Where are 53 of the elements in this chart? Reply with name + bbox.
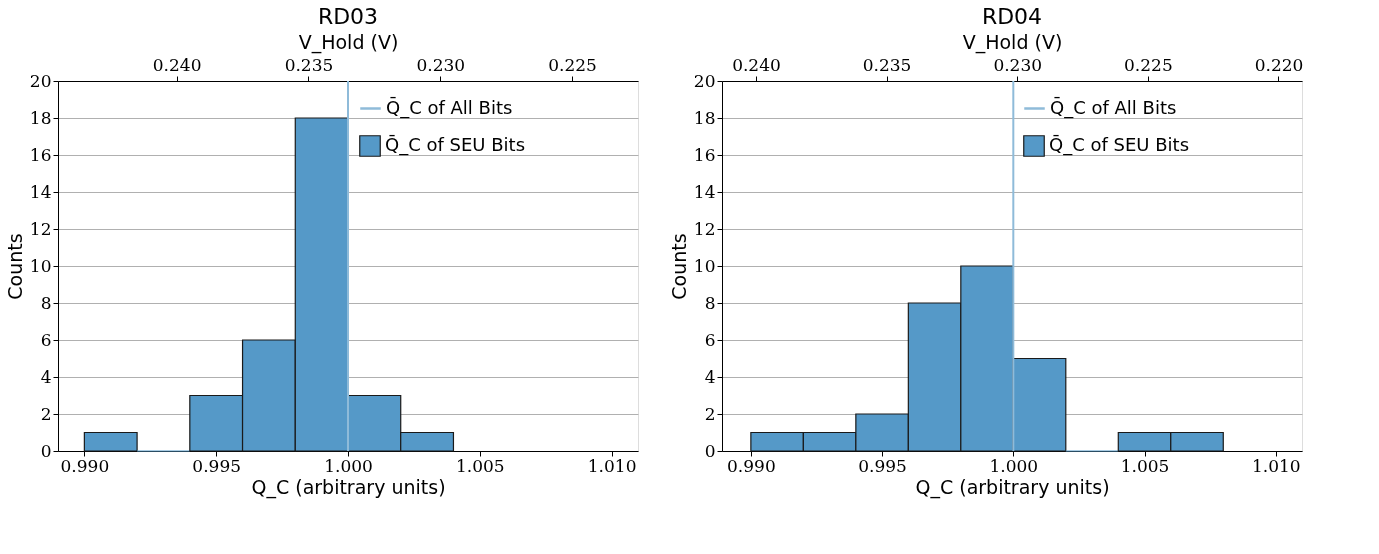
x2-axis-title: V_Hold (V) [962, 30, 1063, 54]
y-tick-label: 4 [40, 366, 52, 387]
x2-tick-label: 0.225 [548, 54, 597, 75]
x-tick-label: 1.010 [1251, 455, 1301, 476]
y-tick-label: 0 [40, 440, 52, 461]
x2-tick-label: 0.235 [284, 54, 334, 75]
x-tick-label: 0.995 [858, 455, 907, 476]
y-tick-label: 18 [693, 107, 716, 128]
y-axis-title: Counts [3, 233, 26, 300]
y-tick-label: 2 [40, 403, 52, 424]
y-tick-label: 6 [704, 329, 716, 350]
y-tick-label: 20 [29, 70, 52, 91]
x-tick-label: 1.010 [587, 455, 637, 476]
legend-label: Q̄_C of SEU Bits [1049, 133, 1190, 156]
x2-tick-label: 0.240 [732, 54, 781, 75]
x2-tick-label: 0.220 [1254, 54, 1304, 75]
x2-tick-label: 0.235 [862, 54, 912, 75]
y-tick-label: 8 [40, 292, 52, 313]
y-tick-label: 12 [29, 218, 52, 239]
x2-axis-title: V_Hold (V) [298, 30, 399, 54]
x-tick-label: 1.000 [324, 455, 373, 476]
y-tick-label: 14 [29, 181, 52, 202]
ref-line-label: Q̄_C of All Bits [386, 96, 513, 119]
y-tick-label: 16 [29, 144, 52, 165]
chart-title: RD03 [317, 4, 379, 29]
y-tick-label: 0 [704, 440, 716, 461]
x2-tick-label: 0.230 [993, 54, 1043, 75]
x-tick-label: 0.990 [60, 455, 110, 476]
chart-title: RD04 [981, 4, 1043, 29]
ref-line-label: Q̄_C of All Bits [1050, 96, 1177, 119]
y-tick-label: 10 [29, 255, 52, 276]
legend-label: Q̄_C of SEU Bits [385, 133, 526, 156]
y-axis-title: Counts [667, 233, 690, 300]
y-tick-label: 4 [704, 366, 716, 387]
x-tick-label: 1.005 [1120, 455, 1170, 476]
y-tick-label: 8 [704, 292, 716, 313]
y-tick-label: 16 [693, 144, 716, 165]
x-tick-label: 0.995 [192, 455, 242, 476]
x-tick-label: 0.990 [727, 455, 776, 476]
y-tick-label: 18 [29, 107, 52, 128]
x-tick-label: 1.000 [989, 455, 1039, 476]
y-tick-label: 12 [693, 218, 716, 239]
x-axis-title: Q_C (arbitrary units) [251, 475, 446, 499]
x-tick-label: 1.005 [455, 455, 505, 476]
x2-tick-label: 0.230 [416, 54, 466, 75]
y-tick-label: 14 [693, 181, 716, 202]
x2-tick-label: 0.225 [1124, 54, 1173, 75]
y-tick-label: 10 [693, 255, 716, 276]
y-tick-label: 20 [693, 70, 716, 91]
y-tick-label: 6 [40, 329, 52, 350]
x2-tick-label: 0.240 [152, 54, 202, 75]
x-axis-title: Q_C (arbitrary units) [915, 475, 1110, 499]
y-tick-label: 2 [704, 403, 716, 424]
